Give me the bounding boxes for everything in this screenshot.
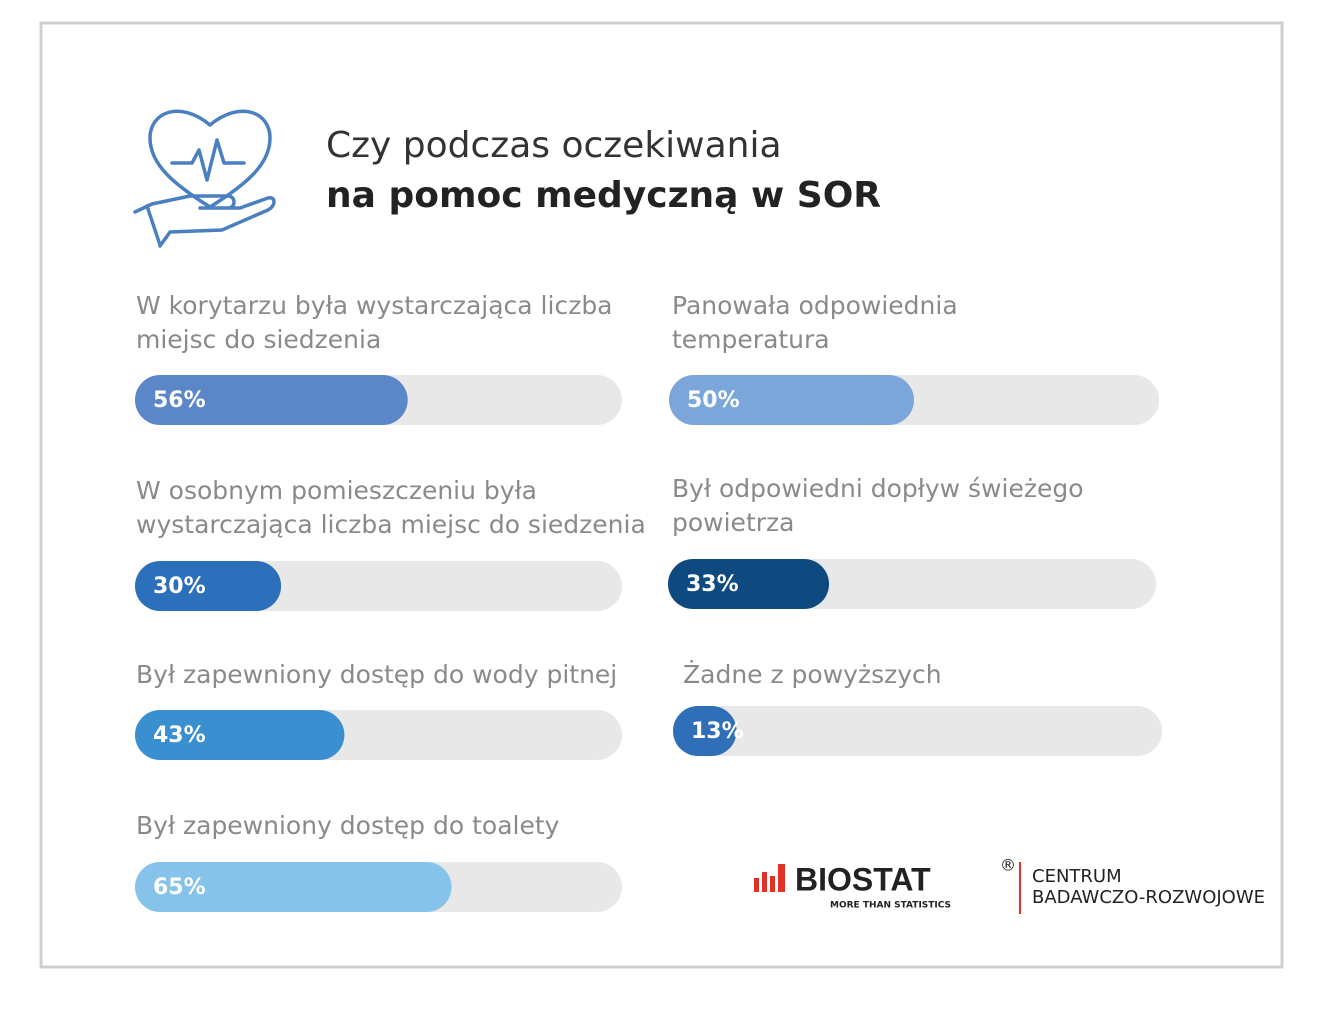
item-label: Był zapewniony dostęp do wody pitnej: [136, 660, 617, 689]
bar: [135, 375, 408, 425]
item-label: Panowała odpowiednia: [672, 291, 958, 320]
logo-org: CENTRUM: [1032, 866, 1122, 887]
bar: [135, 710, 345, 760]
logo-bar: [754, 878, 759, 892]
logo: BIOSTAT ® MORE THAN STATISTICS CENTRUM B…: [754, 856, 1265, 914]
item-label: wystarczająca liczba miejsc do siedzenia: [136, 510, 646, 539]
item-label: Żadne z powyższych: [683, 660, 942, 689]
logo-registered: ®: [1000, 856, 1016, 875]
value-label: 56%: [153, 388, 206, 413]
title: Czy podczas oczekiwania: [326, 125, 782, 166]
item-label: temperatura: [672, 325, 830, 354]
bar-track: [673, 706, 1162, 756]
value-label: 43%: [153, 723, 206, 748]
item-label: Był zapewniony dostęp do toalety: [136, 811, 560, 840]
logo-tagline: MORE THAN STATISTICS: [830, 901, 951, 911]
logo-bar: [770, 876, 775, 892]
item-label: miejsc do siedzenia: [136, 325, 381, 354]
value-label: 30%: [153, 574, 206, 599]
value-label: 50%: [687, 388, 740, 413]
subtitle: na pomoc medyczną w SOR: [326, 175, 881, 216]
item-label: Był odpowiedni dopływ świeżego: [672, 474, 1084, 503]
item-label: W korytarzu była wystarczająca liczba: [136, 291, 613, 320]
item-label: W osobnym pomieszczeniu była: [136, 476, 537, 505]
logo-bar: [778, 864, 785, 892]
value-label: 13%: [691, 719, 744, 744]
item-label: powietrza: [672, 508, 794, 537]
logo-bar: [762, 872, 767, 892]
value-label: 65%: [153, 875, 206, 900]
bar: [673, 706, 737, 756]
bar: [668, 559, 830, 609]
value-label: 33%: [686, 572, 739, 597]
bar: [135, 862, 452, 912]
heart-hand-icon: [133, 109, 276, 248]
logo-brand: BIOSTAT: [795, 861, 931, 897]
logo-org: BADAWCZO-ROZWOJOWE: [1032, 887, 1265, 908]
bar: [135, 561, 282, 611]
bar: [669, 375, 914, 425]
